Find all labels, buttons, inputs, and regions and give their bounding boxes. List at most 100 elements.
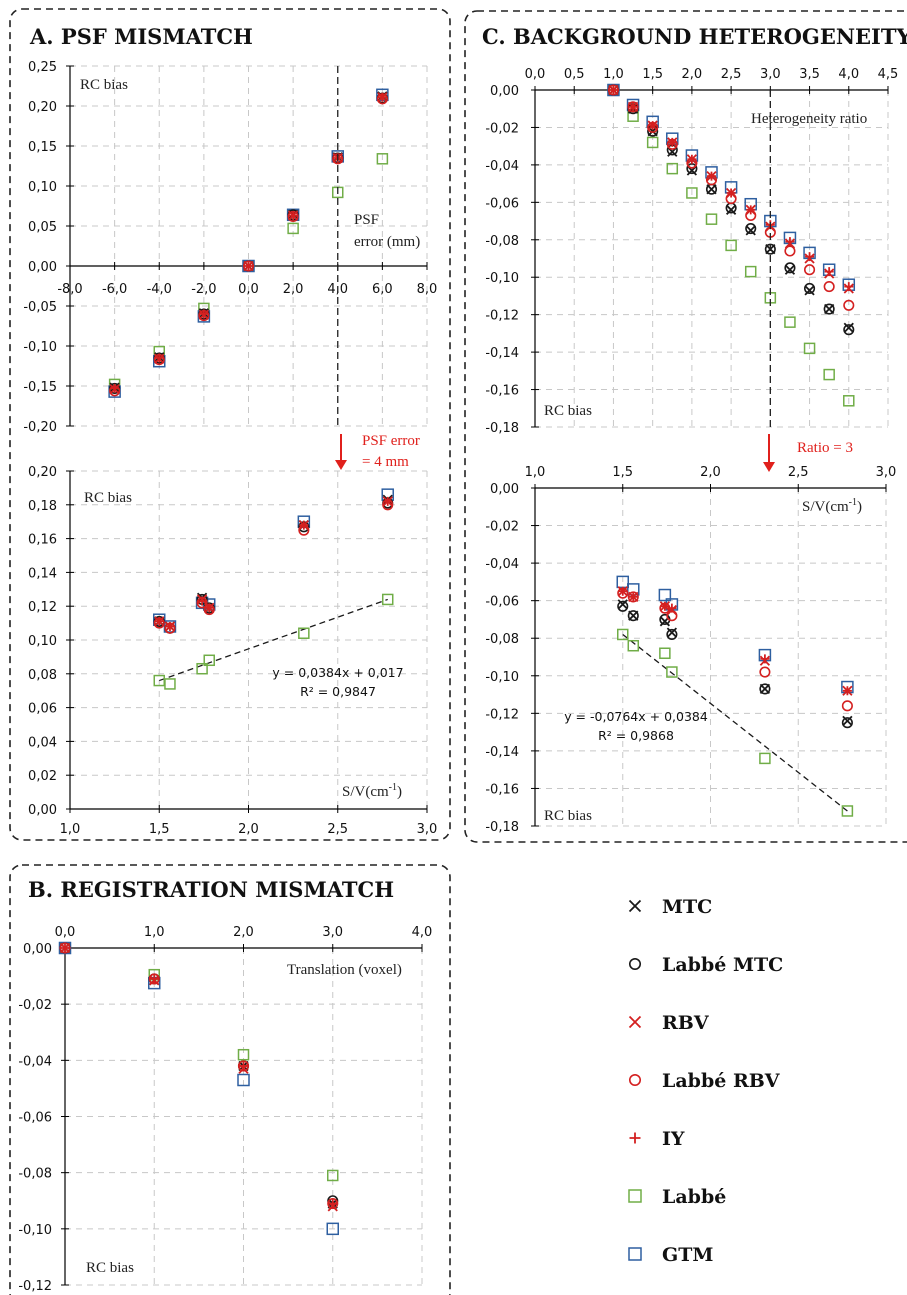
x-tick-label: -4,0 [147, 282, 172, 297]
ratio-arrow [763, 434, 775, 472]
y-tick-label: 0,12 [28, 600, 57, 615]
series-labbe [59, 942, 339, 1182]
point-iy [165, 621, 175, 631]
point-labbe-rbv [59, 942, 71, 954]
x-tick-label: 2,0 [233, 925, 254, 940]
point-iy [628, 592, 638, 602]
point-iy [608, 85, 618, 95]
y-tick-label: -0,10 [23, 340, 57, 355]
x-tick-label: 2,5 [721, 67, 742, 82]
point-labbe-mtc [617, 600, 629, 612]
x-tick-label: -6,0 [102, 282, 127, 297]
point-labbe [381, 593, 394, 606]
superscript: -1 [389, 782, 397, 793]
y-tick-label: -0,04 [485, 159, 519, 174]
point-iy [328, 1199, 338, 1209]
y-tick-label: -0,20 [23, 420, 57, 435]
psf-error-value: = 4 mm [362, 454, 409, 470]
point-labbe [759, 752, 771, 765]
panel-b-title: B. REGISTRATION MISMATCH [28, 877, 394, 902]
x-tick-label: 1,0 [603, 67, 624, 82]
x-tick-label: 3,0 [322, 925, 343, 940]
point-mtc [824, 303, 835, 315]
point-labbe-mtc [745, 222, 757, 235]
series-gtm [616, 575, 854, 694]
y-tick-label: 0,05 [28, 220, 57, 235]
y-tick-label: 0,20 [28, 100, 57, 115]
legend-item-mtc: MTC [628, 896, 712, 918]
x-tick-label: 0,0 [238, 282, 259, 297]
chart-heterogeneity-sv: 1,0 1,5 2,0 2,5 3,0 -0,18 -0,16 -0,14 -0,12 -0,10… [485, 465, 896, 835]
legend-label: IY [662, 1128, 685, 1150]
point-labbe [686, 187, 698, 199]
series-labbe-mtc [59, 942, 339, 1207]
x-tick-label: 4,0 [412, 925, 433, 940]
superscript: -1 [849, 497, 857, 508]
point-labbe [705, 213, 718, 225]
x-tick-label: 3,5 [799, 67, 820, 82]
point-labbe-rbv [804, 264, 816, 276]
series-iy [618, 586, 852, 696]
y-tick-label: -0,06 [18, 1111, 52, 1126]
y-tick-label: 0,14 [28, 566, 57, 581]
point-iy [667, 603, 677, 613]
point-iy [199, 309, 209, 319]
point-labbe-mtc [784, 262, 796, 274]
point-labbe-mtc [627, 610, 639, 622]
point-iy [805, 252, 815, 262]
legend: MTC Labbé MTC RBV Labbé RBV IY Labbé GTM [628, 896, 783, 1266]
x-tick-label: 8,0 [417, 282, 438, 297]
legend-marker [628, 1073, 642, 1087]
point-labbe-rbv [237, 1060, 250, 1072]
c-top-xlabel: Heterogeneity ratio [751, 111, 867, 127]
series-labbe-rbv [617, 587, 853, 712]
y-tick-label: 0,08 [28, 668, 57, 683]
series-gtm [58, 941, 339, 1236]
point-labbe [843, 395, 855, 407]
point-labbe [376, 153, 389, 165]
series-iy [154, 496, 393, 631]
point-labbe-rbv [327, 1198, 339, 1210]
y-tick-label: 0,10 [28, 180, 57, 195]
point-iy [648, 121, 658, 131]
point-iy [667, 137, 677, 147]
legend-marker [629, 1132, 641, 1144]
point-iy [239, 1061, 248, 1071]
point-mtc [617, 599, 628, 610]
point-labbe-rbv [843, 299, 855, 311]
series-labbe-rbv [153, 499, 394, 634]
x-tick-label: 2,0 [283, 282, 304, 297]
point-mtc [804, 285, 815, 296]
y-tick-label: 0,00 [490, 84, 519, 99]
psf-error-label: PSF error [362, 433, 420, 449]
point-labbe-mtc [804, 282, 816, 295]
legend-marker [628, 957, 642, 971]
point-iy [197, 596, 207, 606]
point-gtm [658, 588, 672, 602]
point-iy [824, 267, 834, 277]
point-labbe-mtc [843, 324, 855, 336]
x-tick-label: 2,5 [788, 465, 809, 480]
y-tick-label: -0,05 [23, 300, 57, 315]
legend-item-rbv: RBV [628, 1012, 710, 1034]
point-labbe [823, 368, 835, 381]
trendline-r2: R² = 0,9847 [300, 684, 376, 699]
b-xlabel: Translation (voxel) [287, 962, 402, 978]
point-iy [299, 520, 309, 530]
point-labbe-rbv [823, 281, 835, 293]
point-iy [244, 261, 253, 271]
point-iy [60, 943, 70, 953]
x-tick-label: 0,5 [564, 67, 585, 82]
point-labbe-rbv [242, 260, 255, 272]
x-tick-label: 0,0 [525, 67, 546, 82]
point-labbe [803, 342, 816, 355]
y-tick-label: -0,12 [485, 309, 519, 324]
panel-c-frame [464, 10, 907, 843]
point-mtc [628, 610, 639, 621]
point-labbe-mtc [666, 628, 678, 641]
x-tick-label: 4,0 [838, 67, 859, 82]
point-mtc [666, 627, 678, 638]
y-tick-label: -0,08 [18, 1167, 52, 1182]
panel-a-frame [9, 8, 451, 841]
legend-marker [628, 1015, 642, 1029]
